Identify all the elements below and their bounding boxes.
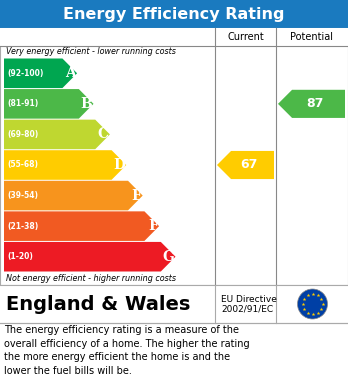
Text: A: A (65, 66, 76, 80)
Text: C: C (98, 127, 109, 142)
Polygon shape (4, 242, 175, 271)
Text: E: E (131, 188, 142, 203)
Text: (69-80): (69-80) (7, 130, 38, 139)
Text: Potential: Potential (290, 32, 333, 42)
Text: 87: 87 (306, 97, 323, 110)
Text: Not energy efficient - higher running costs: Not energy efficient - higher running co… (6, 274, 176, 283)
Text: Very energy efficient - lower running costs: Very energy efficient - lower running co… (6, 47, 176, 57)
Polygon shape (4, 150, 126, 180)
Text: B: B (81, 97, 93, 111)
Polygon shape (4, 181, 143, 210)
Text: (21-38): (21-38) (7, 222, 38, 231)
Bar (0, 285, 348, 323)
Text: (55-68): (55-68) (7, 160, 38, 170)
Polygon shape (4, 120, 110, 149)
Text: (81-91): (81-91) (7, 99, 38, 108)
Polygon shape (4, 212, 159, 241)
Bar (0, 28, 348, 46)
Text: F: F (148, 219, 158, 233)
Text: 2002/91/EC: 2002/91/EC (221, 305, 273, 314)
Text: Current: Current (227, 32, 264, 42)
Text: D: D (113, 158, 125, 172)
Text: (1-20): (1-20) (7, 252, 33, 261)
Polygon shape (4, 89, 94, 118)
Bar (0, 28, 348, 285)
Bar (0, 0, 348, 28)
Text: England & Wales: England & Wales (6, 294, 190, 314)
Text: (39-54): (39-54) (7, 191, 38, 200)
Text: G: G (163, 250, 174, 264)
Circle shape (298, 289, 327, 319)
Text: Energy Efficiency Rating: Energy Efficiency Rating (63, 7, 285, 22)
Polygon shape (217, 151, 274, 179)
Text: (92-100): (92-100) (7, 69, 44, 78)
Text: 67: 67 (240, 158, 257, 172)
Text: EU Directive: EU Directive (221, 294, 277, 303)
Polygon shape (278, 90, 345, 118)
Polygon shape (4, 59, 77, 88)
Text: The energy efficiency rating is a measure of the
overall efficiency of a home. T: The energy efficiency rating is a measur… (4, 325, 250, 376)
